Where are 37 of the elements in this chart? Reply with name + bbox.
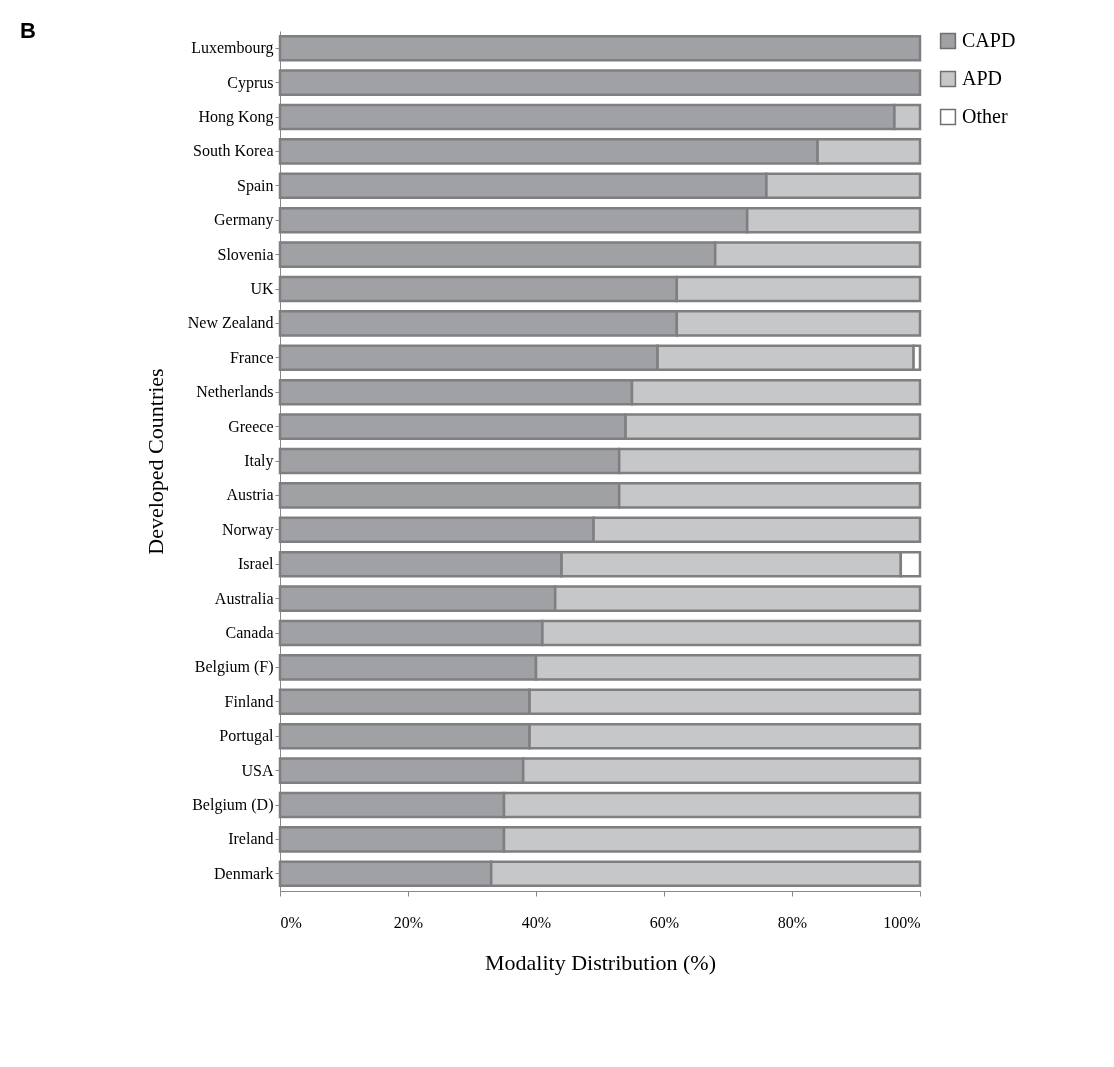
y-tick-label: Ireland [228,830,274,848]
y-tick-label: Norway [221,520,274,539]
y-tick-label: Italy [244,452,274,470]
x-tick-label: 40% [521,913,552,931]
y-tick-label: Finland [224,692,274,710]
x-tick-label: 0% [280,913,302,931]
y-tick-label: Israel [237,555,275,573]
y-tick-label: New Zealand [187,314,274,332]
legend-label: CAPD [962,29,1016,51]
y-tick-label: Greece [228,417,274,435]
y-tick-label: Cyprus [227,73,274,92]
legend-label: APD [962,67,1003,89]
x-tick-label: 20% [393,913,424,931]
y-tick-label: Australia [214,589,274,607]
y-tick-label: Canada [225,624,274,641]
y-tick-label: Luxembourg [191,39,274,58]
y-tick-label: UK [250,280,274,297]
y-tick-label: Denmark [213,864,274,882]
x-tick-label: 60% [649,913,680,931]
legend-label: Other [962,105,1008,127]
y-tick-label: Germany [213,211,274,230]
y-tick-label: Slovenia [217,245,274,263]
y-axis-title: Developed Countries [142,368,168,555]
y-tick-label: Netherlands [196,383,274,401]
text: B [20,18,36,43]
y-tick-label: USA [241,761,274,779]
y-tick-label: Belgium (D) [192,796,274,814]
x-axis-title: Modality Distribution (%) [485,949,716,975]
y-tick-label: Belgium (F) [194,658,274,677]
y-tick-label: France [229,348,274,366]
y-tick-label: Hong Kong [198,108,274,126]
y-tick-label: Portugal [219,727,275,746]
x-tick-label: 80% [777,913,808,931]
y-tick-label: Austria [226,486,274,504]
x-tick-label: 100% [883,913,921,931]
y-tick-label: South Korea [193,142,274,160]
y-tick-label: Spain [237,176,274,195]
